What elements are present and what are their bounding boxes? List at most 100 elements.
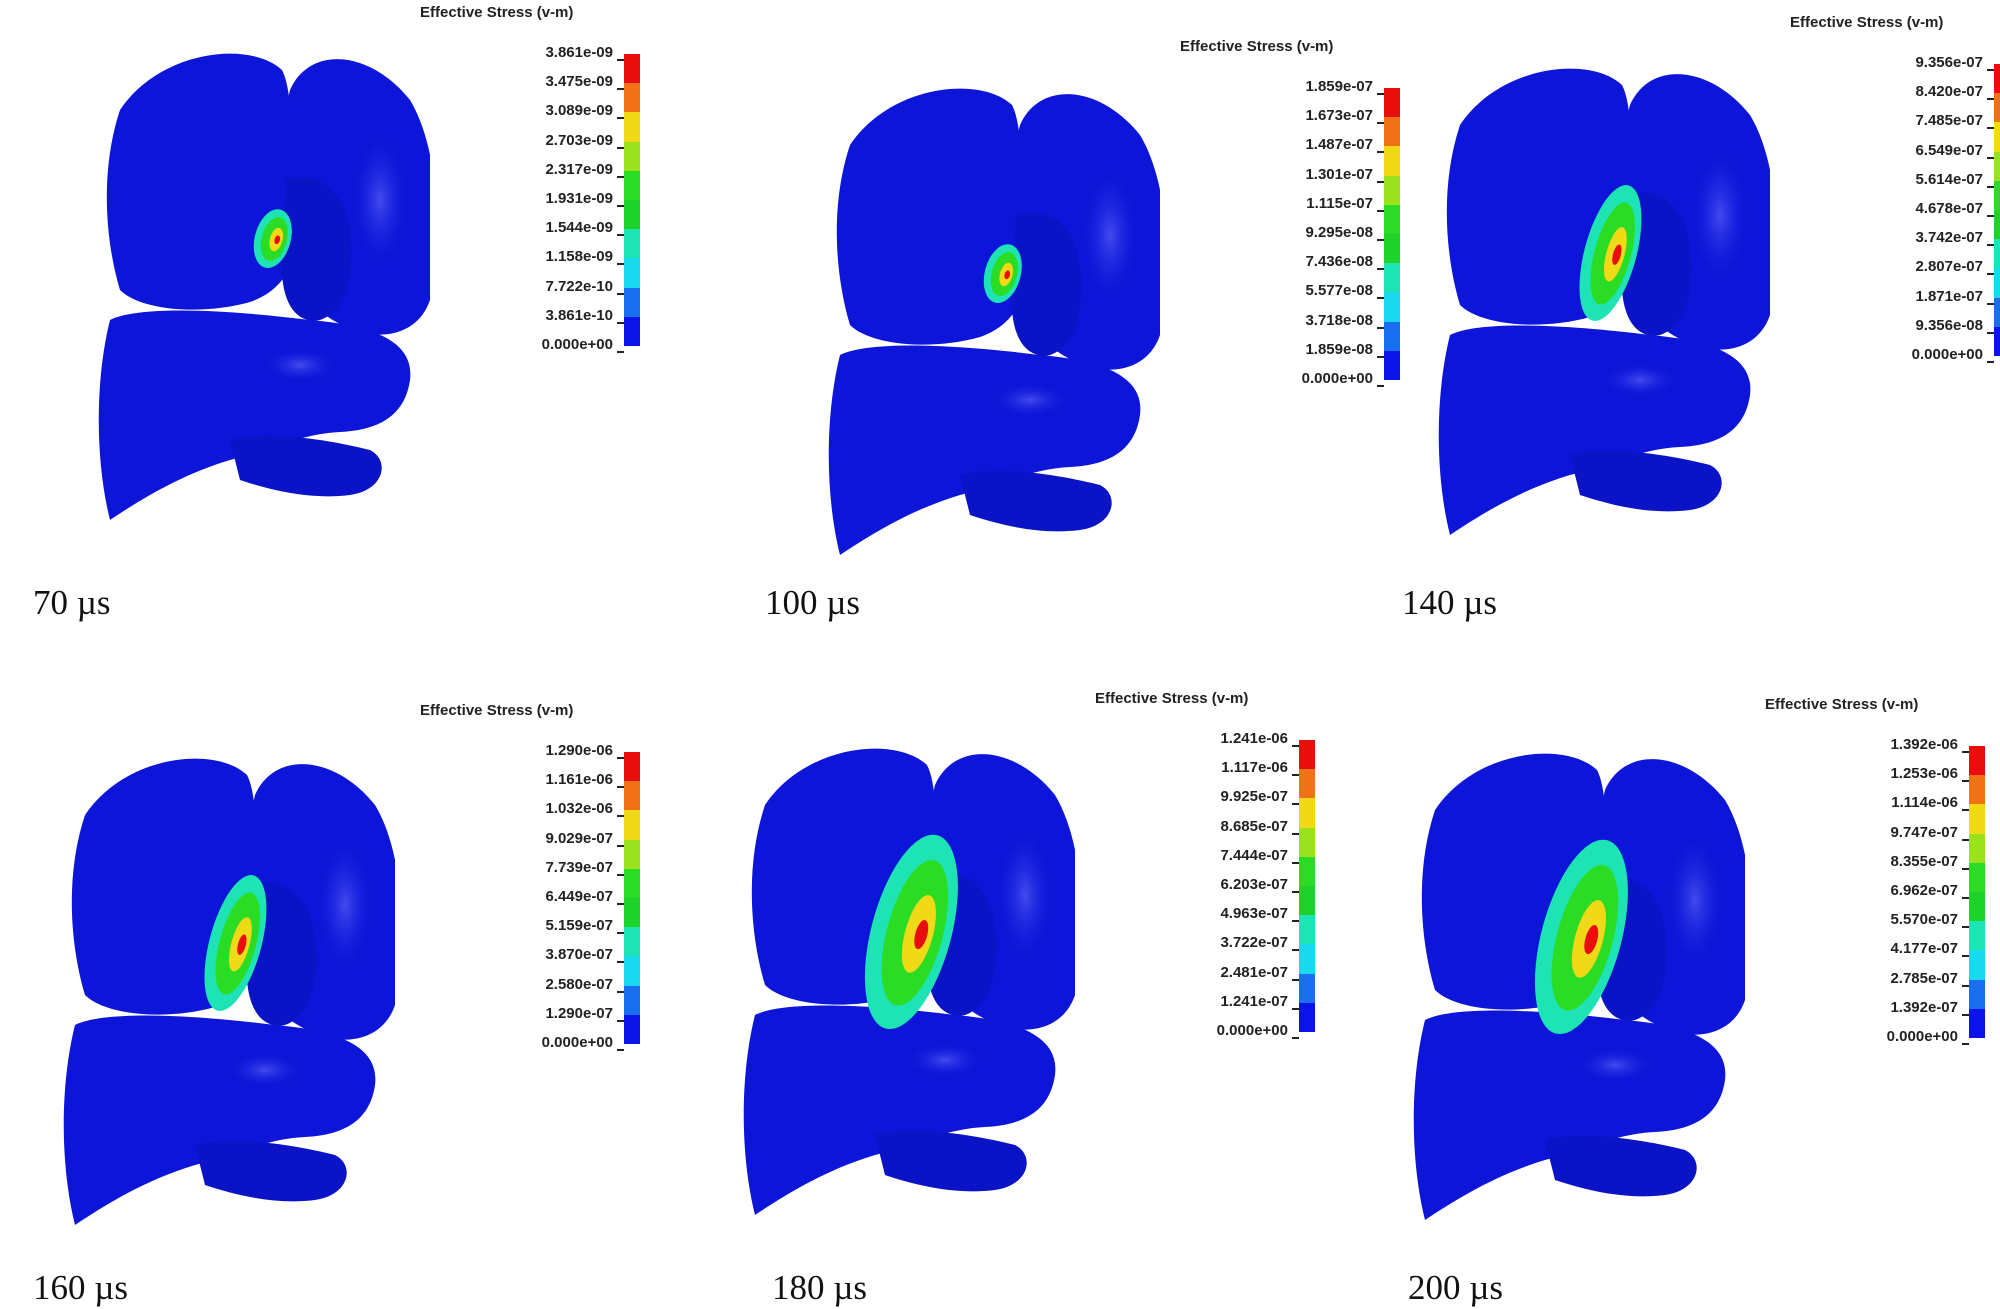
legend-tick-label: 9.295e-08 [1305, 224, 1384, 241]
legend-tick-label: 4.177e-07 [1890, 940, 1969, 957]
time-label: 200 µs [1408, 1268, 1504, 1307]
legend-tick-label: 5.159e-07 [545, 917, 624, 934]
colorbar [1994, 64, 2000, 357]
legend-tick-label: 2.317e-09 [545, 161, 624, 178]
colorbar-segment [1384, 263, 1400, 293]
colorbar-segment [1299, 740, 1315, 770]
colorbar-segment [624, 810, 640, 841]
colorbar-segment [624, 83, 640, 113]
time-label: 160 µs [33, 1268, 129, 1307]
colorbar-segment [1969, 1008, 1985, 1039]
colorbar-segment [1384, 88, 1400, 118]
colorbar-segment [1994, 297, 2000, 328]
colorbar-segment [1384, 146, 1400, 177]
legend-tick-label: 7.739e-07 [545, 859, 624, 876]
colorbar-segment [624, 200, 640, 230]
legend-tick-label: 1.114e-06 [1891, 794, 1969, 811]
legend-tick-label: 1.115e-07 [1306, 195, 1384, 212]
colorbar-segment [1299, 798, 1315, 829]
legend-tick-label: 6.203e-07 [1220, 876, 1299, 893]
legend-title: Effective Stress (v-m) [420, 4, 574, 21]
legend-tick-label: 0.000e+00 [1912, 346, 1994, 363]
legend-title: Effective Stress (v-m) [1790, 14, 1944, 31]
legend-tick-label: 8.685e-07 [1220, 818, 1299, 835]
legend-tick-label: 3.742e-07 [1915, 229, 1994, 246]
colorbar [1299, 740, 1315, 1033]
colorbar-segment [1299, 886, 1315, 916]
legend-tick-label: 9.029e-07 [545, 830, 624, 847]
legend-tick-label: 0.000e+00 [542, 336, 624, 353]
time-label: 70 µs [33, 583, 111, 622]
colorbar-segment [624, 141, 640, 172]
legend-tick-label: 1.158e-09 [545, 248, 624, 265]
time-label: 100 µs [765, 583, 861, 622]
colorbar-segment [1299, 944, 1315, 975]
colorbar-segment [1384, 117, 1400, 147]
legend-tick-label: 1.161e-06 [545, 771, 624, 788]
legend-tick-label: 2.785e-07 [1890, 970, 1969, 987]
legend-tick-label: 1.871e-07 [1915, 288, 1994, 305]
legend-tick-label: 1.301e-07 [1305, 166, 1384, 183]
legend-tick-label: 1.392e-06 [1890, 736, 1969, 753]
colorbar-segment [1994, 239, 2000, 269]
legend-tick-label: 3.475e-09 [545, 73, 624, 90]
colorbar-segment [1969, 746, 1985, 776]
legend-tick-label: 6.962e-07 [1890, 882, 1969, 899]
legend-tick-label: 1.253e-06 [1890, 765, 1969, 782]
colorbar-segment [624, 316, 640, 347]
lung-model-image [1365, 720, 1752, 1245]
legend-tick-label: 4.963e-07 [1220, 905, 1299, 922]
stress-hotspot [983, 244, 1022, 303]
legend-tick-label: 0.000e+00 [542, 1034, 624, 1051]
legend-tick-label: 7.444e-07 [1220, 847, 1299, 864]
legend-tick-label: 1.392e-07 [1890, 999, 1969, 1016]
colorbar-segment [1384, 175, 1400, 206]
legend-tick-label: 9.747e-07 [1890, 824, 1969, 841]
colorbar-segment [1299, 915, 1315, 945]
stress-hotspot [1579, 185, 1642, 321]
colorbar-segment [1969, 892, 1985, 922]
legend-tick-label: 3.861e-10 [545, 307, 624, 324]
lung-model-image [1390, 35, 1777, 560]
stress-hotspot [253, 209, 292, 268]
colorbar-segment [624, 868, 640, 899]
colorbar [624, 54, 640, 347]
colorbar-segment [1969, 921, 1985, 951]
colorbar-segment [1994, 151, 2000, 182]
legend-tick-label: 2.580e-07 [545, 976, 624, 993]
colorbar-segment [1969, 862, 1985, 893]
legend-title: Effective Stress (v-m) [1180, 38, 1334, 55]
legend-tick-label: 9.356e-08 [1915, 317, 1994, 334]
lung-model-image [695, 715, 1082, 1240]
legend-tick-label: 2.703e-09 [545, 132, 624, 149]
colorbar-segment [1994, 180, 2000, 211]
colorbar-segment [1994, 268, 2000, 299]
colorbar-segment [624, 985, 640, 1016]
legend-tick-label: 8.420e-07 [1915, 83, 1994, 100]
legend-title: Effective Stress (v-m) [420, 702, 574, 719]
legend-tick-label: 1.241e-06 [1220, 730, 1299, 747]
legend-tick-label: 1.859e-07 [1305, 78, 1384, 95]
color-legend: Effective Stress (v-m) 1.290e-06 1.161e-06… [420, 702, 640, 1062]
colorbar-segment [624, 54, 640, 84]
colorbar-segment [624, 112, 640, 143]
legend-tick-label: 3.861e-09 [545, 44, 624, 61]
legend-tick-label: 1.290e-06 [545, 742, 624, 759]
colorbar-segment [1299, 1002, 1315, 1033]
legend-tick-label: 5.614e-07 [1915, 171, 1994, 188]
colorbar-segment [624, 1014, 640, 1045]
color-legend: Effective Stress (v-m) 9.356e-07 8.420e-07… [1790, 14, 2000, 374]
colorbar-segment [1299, 827, 1315, 858]
legend-tick-label: 3.089e-09 [545, 102, 624, 119]
colorbar-segment [1384, 350, 1400, 381]
legend-title: Effective Stress (v-m) [1095, 690, 1249, 707]
colorbar-segment [624, 229, 640, 259]
colorbar-segment [624, 927, 640, 957]
colorbar-segment [624, 839, 640, 870]
stress-hotspot [864, 834, 958, 1030]
colorbar-segment [624, 752, 640, 782]
time-label: 140 µs [1402, 583, 1498, 622]
colorbar-segment [1384, 292, 1400, 323]
legend-tick-label: 1.032e-06 [545, 800, 624, 817]
legend-tick-label: 6.449e-07 [545, 888, 624, 905]
